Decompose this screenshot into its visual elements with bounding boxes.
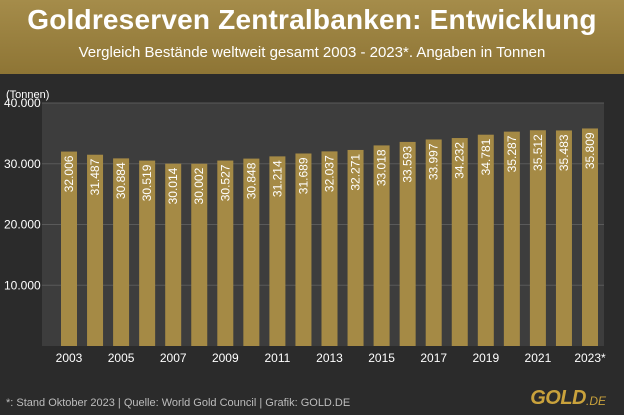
x-tick-label: 2007 (160, 351, 187, 365)
bar (582, 128, 598, 346)
bar-value-label: 30.014 (166, 167, 180, 204)
bar (217, 160, 234, 346)
bar (347, 149, 364, 346)
bar-value-label: 31.689 (296, 157, 310, 194)
y-axis-label: (Tonnen) (6, 89, 49, 101)
bar-value-label: 32.006 (62, 155, 76, 192)
bar (373, 145, 390, 346)
y-tick-label: 40.000 (4, 96, 41, 110)
x-tick-label: 2015 (368, 351, 395, 365)
x-tick-label: 2021 (525, 351, 552, 365)
logo-tld: .DE (585, 394, 606, 408)
logo-brand: GOLD (530, 386, 586, 409)
y-tick-label: 30.000 (4, 157, 41, 171)
x-tick-labels: 2003 2005 2007 2009 2011 2013 2015 2017 2019 2021… (56, 351, 606, 365)
x-tick-label: 2003 (56, 351, 83, 365)
gold-de-logo: GOLD .DE (530, 386, 606, 410)
bar (165, 163, 182, 346)
bar-value-label: 32.271 (349, 154, 363, 191)
chart-title: Goldreserven Zentralbanken: Entwicklung (27, 4, 597, 35)
bar-value-label: 34.232 (453, 142, 467, 179)
x-tick-label: 2023* (574, 351, 606, 365)
bar (139, 160, 156, 346)
bar-value-label: 30.848 (244, 162, 258, 199)
bar-value-label: 34.781 (479, 138, 493, 175)
bar-value-label: 33.997 (427, 143, 441, 180)
bar-value-label: 33.018 (375, 149, 389, 186)
bar (425, 139, 442, 346)
footer-note: *: Stand Oktober 2023 | Quelle: World Go… (6, 397, 351, 409)
bar-value-label: 35.512 (531, 134, 545, 171)
chart-subtitle: Vergleich Bestände weltweit gesamt 2003 … (78, 44, 546, 61)
bar-value-label: 35.483 (557, 134, 571, 171)
bar-value-label: 31.214 (270, 160, 284, 197)
y-tick-label: 10.000 (4, 278, 41, 292)
x-tick-label: 2009 (212, 351, 239, 365)
bar (113, 158, 130, 346)
bar-value-label: 32.037 (323, 155, 337, 192)
bar (295, 153, 312, 346)
bar-value-label: 33.593 (401, 146, 415, 183)
bar-value-label: 31.487 (88, 158, 102, 195)
x-tick-label: 2019 (472, 351, 499, 365)
bar-value-label: 30.884 (114, 162, 128, 199)
bar (269, 156, 286, 346)
bar-value-label: 30.002 (192, 167, 206, 204)
x-tick-label: 2005 (108, 351, 135, 365)
y-tick-label: 20.000 (4, 218, 41, 232)
bar (191, 163, 208, 346)
bar (243, 158, 260, 346)
x-tick-label: 2017 (420, 351, 447, 365)
bar (477, 134, 494, 346)
bar-value-label: 35.287 (505, 135, 519, 172)
bar (529, 130, 546, 346)
x-tick-label: 2011 (264, 351, 290, 365)
header-banner: Goldreserven Zentralbanken: Entwicklung … (0, 0, 624, 74)
bar-value-label: 30.527 (218, 164, 232, 201)
bar-value-label: 35.809 (583, 132, 597, 169)
bar (399, 141, 416, 346)
y-tick-labels: 10.000 20.000 30.000 40.000 (4, 96, 41, 292)
bars: 32.006 31.487 30.884 30.519 30.014 30.002 30.5… (61, 128, 598, 346)
bar (61, 151, 77, 346)
bar-value-label: 30.519 (140, 164, 154, 201)
bar (87, 154, 104, 346)
x-tick-label: 2013 (316, 351, 343, 365)
bar (503, 131, 520, 346)
bar (321, 151, 338, 346)
bar (451, 138, 468, 346)
bar (555, 130, 572, 346)
